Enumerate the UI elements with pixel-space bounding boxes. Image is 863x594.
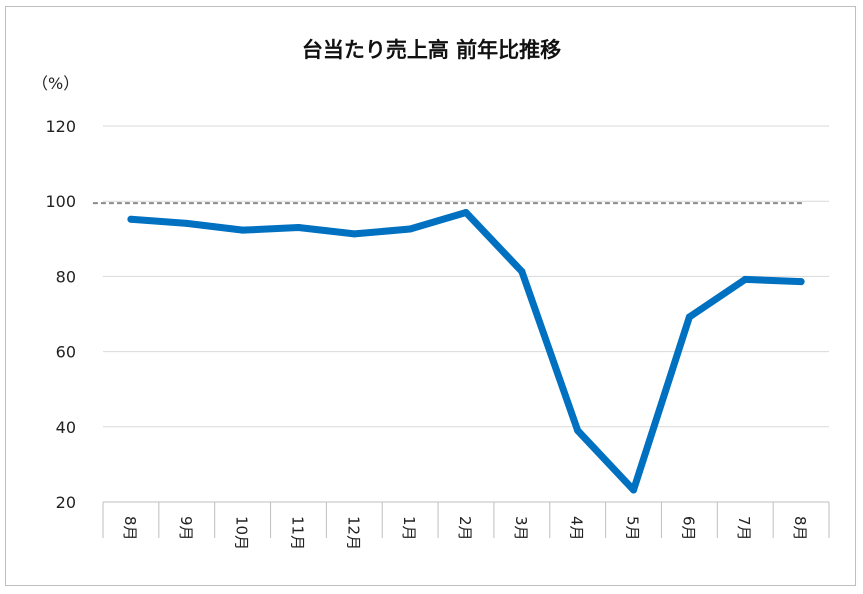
data-point: [797, 278, 805, 286]
y-tick-label: 120: [45, 117, 76, 136]
x-tick-label: 1月: [400, 516, 418, 541]
x-axis: 8月 9月 10月 11月 12月 1月 2月 3月 4月 5月 6月 7月 8月: [102, 502, 830, 550]
data-point: [127, 215, 135, 223]
x-tick-label: 8月: [791, 516, 809, 541]
x-tick-label: 10月: [233, 516, 251, 550]
gridlines: [103, 125, 829, 503]
y-tick-label: 40: [56, 418, 76, 437]
data-point: [630, 486, 638, 494]
data-point: [239, 226, 247, 234]
x-tick-label: 2月: [456, 516, 474, 541]
data-point: [294, 224, 302, 232]
x-tick-label: 7月: [735, 516, 753, 541]
data-point: [406, 225, 414, 233]
x-tick-label: 5月: [624, 516, 642, 541]
x-tick-label: 11月: [288, 516, 306, 550]
x-tick-label: 4月: [568, 516, 586, 541]
data-point: [462, 208, 470, 216]
data-point: [685, 313, 693, 321]
chart-frame: [5, 6, 856, 586]
data-point: [183, 219, 191, 227]
data-point: [518, 268, 526, 276]
data-point: [574, 427, 582, 435]
x-tick-label: 12月: [344, 516, 362, 550]
x-tick-label: 8月: [121, 516, 139, 541]
chart-title: 台当たり売上高 前年比推移: [301, 38, 562, 62]
x-tick-label: 9月: [177, 516, 195, 541]
y-tick-label: 60: [56, 343, 76, 362]
data-point: [741, 275, 749, 283]
y-tick-label: 100: [45, 192, 76, 211]
x-tick-label: 3月: [512, 516, 530, 541]
x-tick-label: 6月: [679, 516, 697, 541]
data-point: [350, 230, 358, 238]
y-tick-label: 80: [56, 267, 76, 286]
y-tick-label: 20: [56, 493, 76, 512]
series-group: [127, 208, 805, 494]
y-axis-ticks: 20 40 60 80 100 120: [45, 117, 76, 512]
y-axis-unit-label: （%）: [32, 74, 80, 93]
